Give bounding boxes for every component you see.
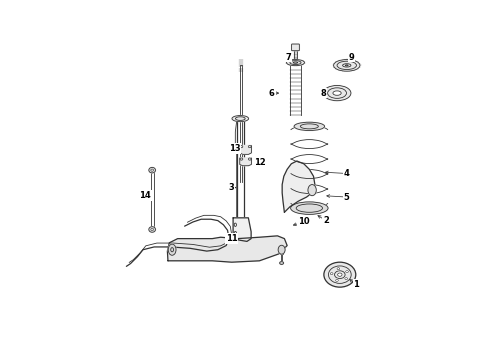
- Ellipse shape: [337, 268, 340, 270]
- FancyBboxPatch shape: [292, 44, 299, 51]
- Text: 12: 12: [253, 158, 265, 167]
- Text: 1: 1: [353, 280, 359, 289]
- Ellipse shape: [345, 278, 347, 280]
- Ellipse shape: [280, 262, 284, 264]
- Ellipse shape: [287, 59, 304, 66]
- Ellipse shape: [330, 273, 333, 275]
- Text: 9: 9: [348, 53, 354, 62]
- Ellipse shape: [336, 279, 339, 282]
- Polygon shape: [240, 145, 251, 154]
- Ellipse shape: [334, 59, 360, 71]
- Polygon shape: [168, 236, 287, 262]
- Polygon shape: [240, 158, 251, 166]
- Polygon shape: [233, 218, 251, 242]
- Text: 13: 13: [229, 144, 240, 153]
- Ellipse shape: [338, 273, 342, 276]
- Ellipse shape: [149, 227, 155, 232]
- Text: 10: 10: [298, 217, 310, 226]
- Ellipse shape: [149, 167, 155, 173]
- Ellipse shape: [323, 85, 351, 101]
- Ellipse shape: [345, 271, 348, 273]
- Ellipse shape: [291, 202, 328, 214]
- Ellipse shape: [168, 244, 176, 255]
- Text: 3: 3: [229, 183, 235, 192]
- Text: 5: 5: [344, 193, 350, 202]
- Text: 7: 7: [286, 53, 292, 62]
- Ellipse shape: [308, 185, 316, 196]
- Text: 14: 14: [139, 191, 151, 200]
- Ellipse shape: [278, 245, 285, 254]
- Text: 11: 11: [226, 234, 238, 243]
- Polygon shape: [282, 161, 315, 212]
- Ellipse shape: [324, 262, 356, 287]
- Text: 6: 6: [269, 89, 275, 98]
- Text: 4: 4: [344, 169, 350, 178]
- Text: 2: 2: [323, 216, 329, 225]
- Ellipse shape: [232, 116, 248, 122]
- Ellipse shape: [333, 91, 341, 95]
- Text: 8: 8: [320, 89, 326, 98]
- Ellipse shape: [294, 122, 324, 131]
